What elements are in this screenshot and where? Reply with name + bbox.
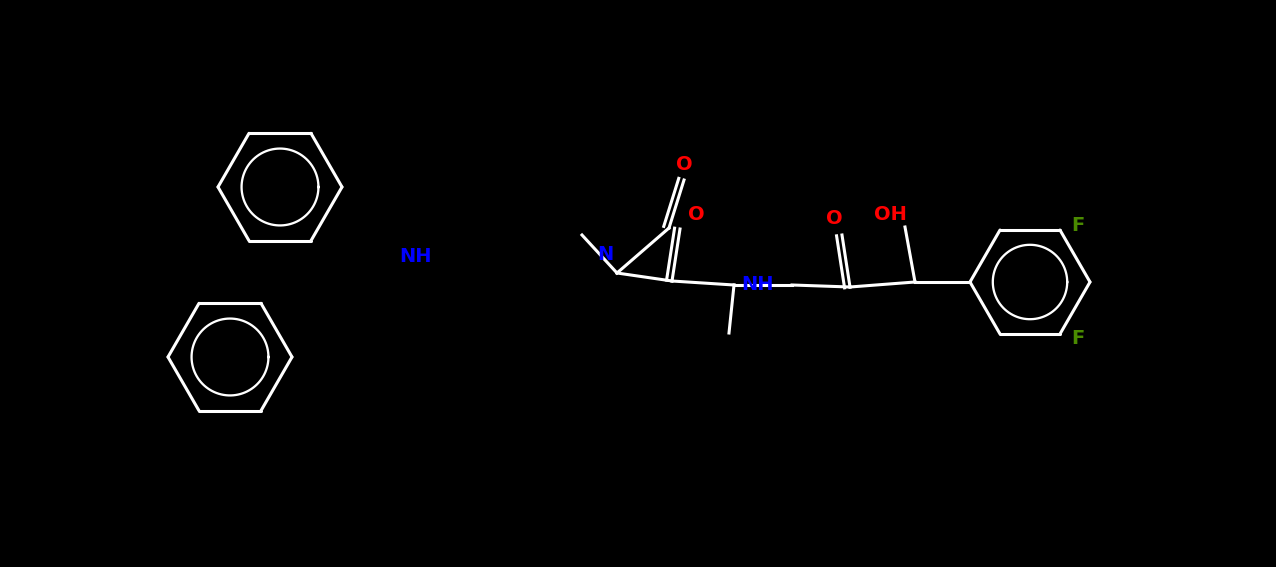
Text: O: O bbox=[688, 205, 704, 225]
Text: NH: NH bbox=[741, 276, 775, 294]
Text: F: F bbox=[1072, 329, 1085, 349]
Text: F: F bbox=[1072, 215, 1085, 235]
Text: OH: OH bbox=[874, 205, 906, 225]
Text: O: O bbox=[676, 154, 693, 174]
Text: O: O bbox=[826, 209, 842, 229]
Text: NH: NH bbox=[399, 248, 431, 266]
Text: N: N bbox=[597, 246, 614, 264]
